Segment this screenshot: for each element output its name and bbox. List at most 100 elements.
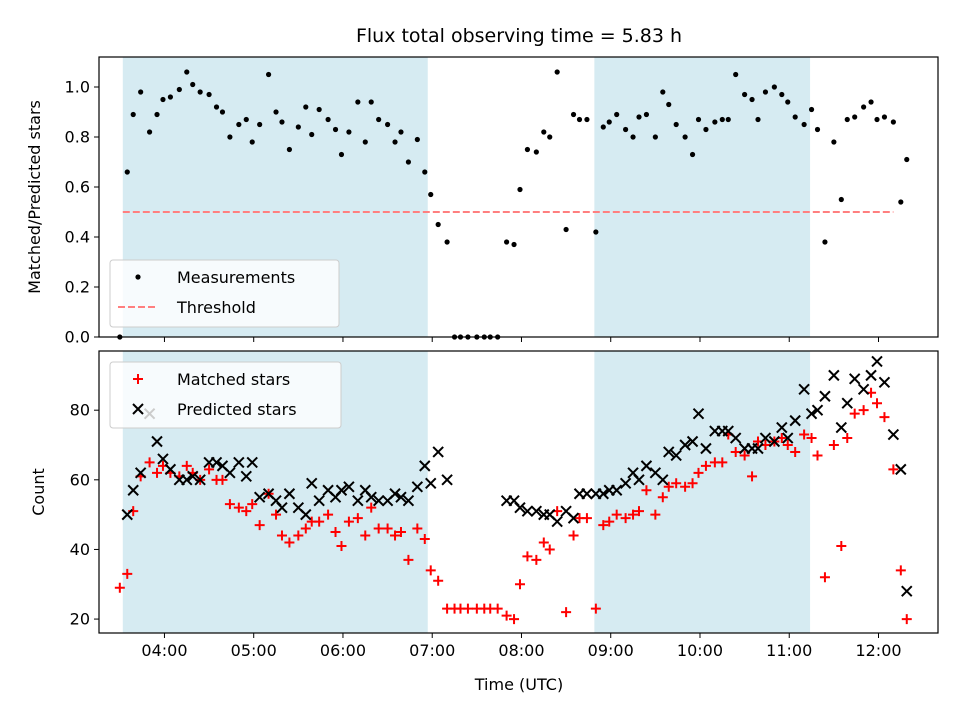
matched-star-point [501,610,512,621]
predicted-star-point [121,508,133,521]
measurement-point [376,116,382,123]
matched-star-point [152,467,163,478]
predicted-star-point [729,432,742,444]
measurement-point [606,119,612,125]
matched-star-point [412,523,423,534]
matched-star-point [204,464,215,475]
x-tick-label: 05:00 [231,641,277,660]
matched-star-point [620,513,631,524]
matched-star-point [433,575,444,586]
matched-star-point [395,527,406,538]
predicted-star-point [551,515,563,528]
matched-star-point [657,492,668,503]
top-y-axis-label: Matched/Predicted stars [25,100,44,294]
predicted-star-point [633,474,645,486]
axes-frame [98,350,939,634]
matched-star-point [663,481,674,492]
measurement-point [160,96,166,103]
measurement-point [792,114,798,120]
measurement-point [890,119,896,125]
measurement-point [801,121,807,128]
x-tick-label: 11:00 [766,641,812,660]
predicted-star-point [805,407,818,420]
measurement-point [392,139,398,145]
matched-star-point [382,523,393,534]
measurement-point [636,114,642,120]
measurement-point [422,169,428,175]
measurement-point [593,229,599,235]
matched-star-point [403,554,414,565]
matched-star-point [544,544,555,555]
measurement-point [332,126,339,133]
predicted-star-point [157,453,169,465]
predicted-star-point [425,477,437,490]
measurement-point [338,151,345,158]
legend-matched-marker [133,374,143,384]
measurement-point [219,109,226,115]
measurement-point [146,129,153,135]
measurement-point [904,156,910,163]
y-tick-label: 40 [70,540,90,559]
predicted-star-point [597,488,610,500]
x-axis-label: Time (UTC) [474,675,563,694]
predicted-star-point [210,456,223,469]
measurement-point [124,169,130,175]
measurement-point [167,94,174,100]
predicted-star-point [776,421,788,434]
measurement-point [695,116,702,123]
legend-predicted-marker [132,403,144,415]
measurement-point [176,86,182,93]
legend-threshold-label: Threshold [176,298,256,317]
measurement-point [881,114,888,120]
measurement-point [273,109,279,115]
matched-star-point [522,551,533,562]
predicted-star-point [365,491,377,503]
matched-star-point [581,513,592,524]
predicted-star-point [811,404,824,416]
measurement-point [785,99,791,105]
y-tick-label: 0.4 [65,228,90,247]
measurement-point [733,71,739,78]
matched-star-point [492,603,503,614]
y-tick-label: 20 [70,610,90,629]
measurement-point [570,111,577,118]
measurement-point [600,124,606,130]
measurement-point [184,69,190,75]
predicted-star-point [352,494,364,507]
predicted-star-point [530,505,543,517]
measurement-point [384,121,391,128]
measurement-point [554,69,560,75]
top-panel: 0.0 0.2 0.4 0.6 0.8 1.0 Matched/Predicted sta… [25,56,939,347]
x-tick-label: 12:00 [855,641,901,660]
measurement-point [243,116,249,123]
matched-star-point [233,502,244,513]
y-tick-label: 0.6 [65,178,90,197]
matched-star-point [509,614,520,625]
predicted-star-point [679,439,691,451]
predicted-star-point [127,484,139,496]
matched-star-point [799,429,810,440]
predicted-star-point [878,376,891,389]
predicted-stars-points [121,355,913,597]
matched-star-point [895,565,906,576]
predicted-star-point [835,421,848,434]
measurement-point [831,139,837,145]
bottom-legend-frame [109,361,342,429]
predicted-star-point [253,491,266,503]
measurement-point [898,199,904,205]
measurement-point [844,116,850,123]
matched-star-point [836,540,847,551]
measurement-point [368,99,374,105]
matched-star-point [680,481,691,492]
matched-star-point [293,530,304,541]
measurement-point [533,149,539,155]
matched-star-point [687,478,698,489]
measurement-point [673,121,679,128]
measurement-point [547,134,553,140]
x-tick-label: 10:00 [677,641,723,660]
predicted-star-point [567,512,580,524]
chart-title: Flux total observing time = 5.83 h [356,25,682,47]
matched-star-point [284,537,295,548]
matched-star-point [604,516,615,527]
